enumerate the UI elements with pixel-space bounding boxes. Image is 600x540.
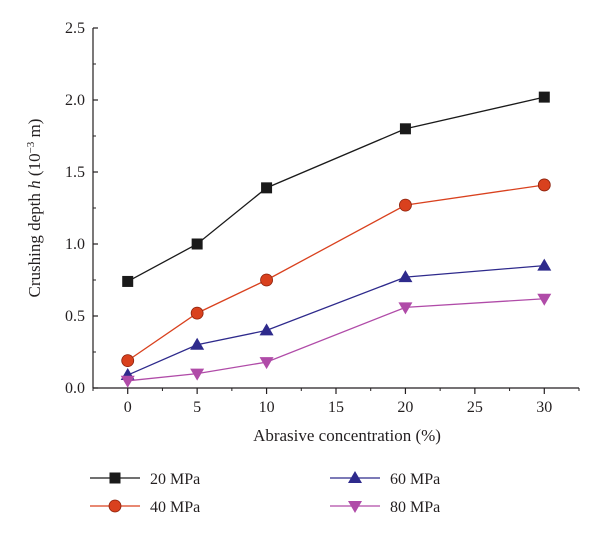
data-point — [537, 258, 552, 271]
y-axis: 0.0 0.5 1.0 1.5 2.0 2.5 — [65, 20, 98, 397]
data-point — [190, 306, 204, 320]
data-point — [259, 357, 274, 370]
data-point — [260, 273, 273, 287]
data-point — [398, 302, 413, 315]
x-axis-title: Abrasive concentration (%) — [253, 426, 441, 445]
y-tick-label: 1.5 — [65, 164, 85, 181]
x-axis: 0 5 10 15 20 25 30 — [92, 388, 580, 416]
y-tick-label: 0.5 — [65, 308, 85, 325]
x-tick-label: 30 — [536, 399, 552, 416]
legend-marker — [109, 472, 121, 484]
data-point — [399, 198, 412, 212]
data-point — [399, 123, 411, 135]
legend-item: 20 MPa — [90, 471, 200, 488]
y-tick-label: 2.0 — [65, 92, 85, 109]
y-axis-title-symbol: h — [25, 180, 44, 189]
legend: 20 MPa 40 MPa 60 MPa 80 MPa — [90, 471, 440, 516]
axis-titles: Abrasive concentration (%) Crushing dept… — [25, 119, 441, 445]
legend-marker — [348, 471, 362, 483]
y-axis-title: Crushing depth h (10−3 m) — [25, 119, 44, 298]
data-point — [537, 178, 551, 192]
y-axis-title-unit-close: m) — [25, 119, 44, 142]
data-point — [537, 293, 552, 306]
data-point — [190, 337, 205, 350]
x-tick-label: 10 — [259, 399, 275, 416]
legend-item: 60 MPa — [330, 471, 440, 488]
legend-label: 60 MPa — [390, 471, 440, 488]
legend-label: 80 MPa — [390, 499, 440, 516]
x-tick-label: 20 — [397, 399, 413, 416]
data-point — [398, 270, 413, 283]
y-tick-label: 0.0 — [65, 380, 85, 397]
y-axis-title-unit-exponent: −3 — [25, 141, 37, 153]
series-line — [127, 298, 545, 382]
series-2 — [121, 178, 551, 368]
legend-label: 20 MPa — [150, 471, 200, 488]
series-4 — [120, 293, 552, 388]
y-tick-label: 1.0 — [65, 236, 85, 253]
y-tick-label: 2.5 — [65, 20, 85, 37]
series-line — [127, 264, 545, 376]
data-point — [122, 275, 134, 287]
x-tick-label: 15 — [328, 399, 344, 416]
data-point — [190, 368, 205, 381]
series-1 — [122, 91, 550, 287]
legend-item: 40 MPa — [90, 499, 200, 516]
data-point — [261, 182, 273, 194]
x-tick-label: 5 — [193, 399, 201, 416]
data-point — [120, 375, 135, 388]
x-tick-label: 0 — [124, 399, 132, 416]
data-point — [538, 91, 550, 103]
legend-marker — [108, 499, 122, 513]
data-point — [259, 323, 274, 336]
series-line — [127, 96, 545, 283]
legend-marker — [348, 501, 362, 513]
legend-label: 40 MPa — [150, 499, 200, 516]
y-axis-title-prefix: Crushing depth — [25, 189, 44, 298]
data-point — [121, 354, 135, 368]
x-tick-label: 25 — [467, 399, 483, 416]
data-point — [191, 238, 203, 250]
legend-item: 80 MPa — [330, 499, 440, 516]
y-axis-title-unit-open: (10 — [25, 153, 44, 180]
series-3 — [120, 258, 552, 381]
series-layer — [120, 91, 552, 388]
